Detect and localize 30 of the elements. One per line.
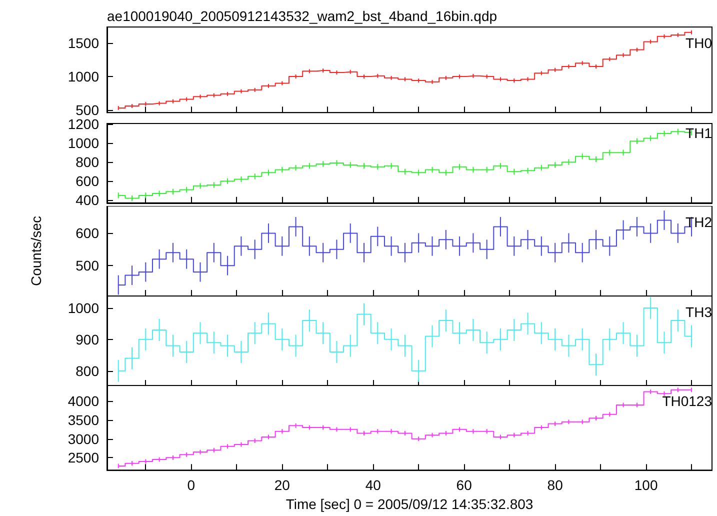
y-tick-label: 1000 bbox=[68, 68, 100, 85]
x-tick-label: 20 bbox=[274, 477, 290, 494]
y-tick-label: 600 bbox=[76, 172, 100, 189]
series-label: TH3 bbox=[686, 304, 712, 320]
chart-title: ae100019040_20050912143532_wam2_bst_4band_16bin.qdp bbox=[107, 8, 498, 24]
y-axis-title: Counts/sec bbox=[28, 216, 44, 286]
y-tick-label: 500 bbox=[76, 258, 100, 274]
y-tick-label: 800 bbox=[76, 362, 100, 379]
x-tick-label: 100 bbox=[634, 477, 658, 494]
y-tick-label: 1500 bbox=[68, 35, 100, 52]
x-tick-label: 60 bbox=[456, 477, 472, 494]
x-tick-label: 0 bbox=[187, 477, 196, 494]
x-axis-title: Time [sec] 0 = 2005/09/12 14:35:32.803 bbox=[286, 496, 534, 512]
y-tick-label: 500 bbox=[76, 102, 100, 118]
x-tick-label: 40 bbox=[365, 477, 382, 494]
y-tick-label: 3000 bbox=[68, 431, 100, 448]
y-tick-label: 1000 bbox=[68, 134, 100, 151]
y-tick-label: 3500 bbox=[68, 412, 100, 428]
series-label: TH1 bbox=[686, 124, 712, 141]
x-tick-label: 80 bbox=[547, 477, 564, 494]
y-tick-label: 800 bbox=[76, 154, 100, 170]
y-tick-label: 1200 bbox=[68, 116, 100, 132]
y-tick-label: 600 bbox=[76, 225, 100, 242]
y-tick-label: 400 bbox=[76, 192, 100, 208]
series-label: TH0 bbox=[686, 35, 712, 51]
y-tick-label: 900 bbox=[76, 331, 100, 348]
series-label: TH0123 bbox=[662, 393, 712, 410]
y-tick-label: 4000 bbox=[68, 394, 100, 410]
y-tick-label: 2500 bbox=[68, 450, 100, 466]
y-tick-label: 1000 bbox=[68, 300, 100, 316]
